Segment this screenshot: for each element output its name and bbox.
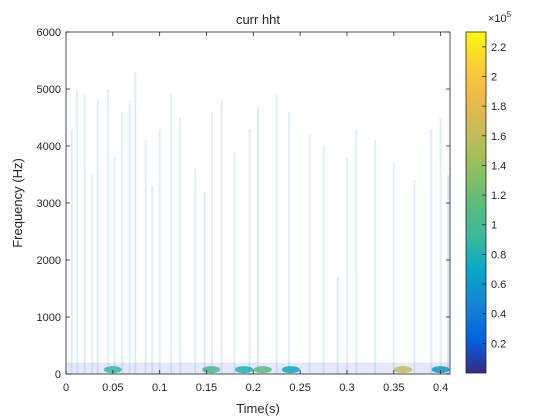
transient-line-26 bbox=[336, 277, 339, 374]
transient-line-18 bbox=[220, 100, 223, 374]
transient-line-4 bbox=[96, 100, 99, 374]
y-tick-label-6: 6000 bbox=[37, 27, 61, 39]
y-tick-label-2: 2000 bbox=[37, 255, 61, 267]
transient-line-6 bbox=[113, 157, 116, 374]
transient-line-7 bbox=[121, 111, 124, 374]
transient-line-27 bbox=[346, 157, 348, 374]
x-tick-label-6: 0.3 bbox=[339, 382, 354, 394]
x-tick-label-2: 0.1 bbox=[152, 382, 167, 394]
colorbar-tick-label-1: 0.4 bbox=[491, 309, 506, 321]
transient-line-1 bbox=[76, 89, 79, 374]
transient-line-9 bbox=[134, 71, 137, 374]
y-axis-ticks: 0 1000 2000 3000 4000 5000 6000 bbox=[37, 27, 450, 381]
transient-line-19 bbox=[233, 151, 236, 374]
transient-line-25 bbox=[322, 146, 325, 374]
colorbar-tick-label-3: 0.8 bbox=[491, 249, 506, 261]
transient-line-32 bbox=[430, 128, 433, 374]
colorbar-tick-label-5: 1.2 bbox=[491, 190, 506, 202]
y-tick-label-5: 5000 bbox=[37, 84, 61, 96]
strong-component-5 bbox=[394, 366, 413, 374]
transient-line-2 bbox=[83, 94, 86, 374]
transient-line-0 bbox=[70, 128, 73, 374]
transient-line-8 bbox=[128, 100, 131, 374]
colorbar-exponent: ×105 bbox=[488, 10, 512, 25]
strong-component-3 bbox=[253, 366, 272, 374]
transient-line-23 bbox=[287, 111, 290, 374]
plot-area bbox=[66, 32, 450, 374]
colorbar-tick-label-10: 2.2 bbox=[491, 42, 506, 54]
x-axis-ticks: 0 0.05 0.1 0.15 0.2 0.25 0.3 0.35 0.4 bbox=[63, 32, 448, 394]
x-tick-label-3: 0.15 bbox=[196, 382, 217, 394]
transient-line-29 bbox=[374, 140, 377, 374]
colorbar-ticks: 0.2 0.4 0.6 0.8 1 1.2 1.4 1.6 1.8 2 2.2 bbox=[482, 42, 506, 350]
heatmap-layer bbox=[66, 71, 450, 374]
transient-line-13 bbox=[169, 94, 172, 374]
transient-line-30 bbox=[392, 163, 395, 374]
colorbar-tick-label-9: 2 bbox=[491, 71, 497, 83]
transient-line-33 bbox=[439, 117, 442, 374]
transient-line-34 bbox=[447, 174, 450, 374]
transient-line-16 bbox=[203, 191, 206, 374]
strong-component-2 bbox=[235, 366, 253, 374]
transient-line-10 bbox=[144, 140, 147, 374]
x-axis-label: Time(s) bbox=[236, 401, 280, 416]
colorbar bbox=[465, 31, 487, 374]
y-tick-label-0: 0 bbox=[55, 369, 61, 381]
chart-title: curr hht bbox=[236, 12, 280, 27]
transient-line-3 bbox=[91, 174, 94, 374]
transient-line-28 bbox=[355, 128, 358, 374]
strong-component-0 bbox=[103, 366, 122, 374]
strong-component-1 bbox=[202, 366, 221, 374]
transient-line-11 bbox=[151, 185, 154, 374]
strong-component-4 bbox=[281, 366, 300, 374]
x-tick-label-8: 0.4 bbox=[433, 382, 448, 394]
y-axis-label: Frequency (Hz) bbox=[10, 158, 25, 248]
colorbar-tick-label-8: 1.8 bbox=[491, 101, 506, 113]
transient-line-31 bbox=[413, 180, 416, 374]
y-tick-label-1: 1000 bbox=[37, 312, 61, 324]
transient-line-20 bbox=[248, 128, 251, 374]
transient-line-21 bbox=[257, 106, 259, 374]
colorbar-tick-label-7: 1.6 bbox=[491, 131, 506, 143]
colorbar-tick-label-6: 1.4 bbox=[491, 160, 506, 172]
colorbar-tick-label-0: 0.2 bbox=[491, 338, 506, 350]
transient-line-5 bbox=[107, 89, 110, 374]
transient-line-22 bbox=[275, 94, 278, 374]
transient-line-12 bbox=[158, 128, 161, 374]
transient-line-15 bbox=[194, 168, 197, 374]
transient-line-14 bbox=[179, 117, 182, 374]
x-tick-label-1: 0.05 bbox=[102, 382, 123, 394]
strong-component-6 bbox=[431, 366, 450, 374]
x-tick-label-0: 0 bbox=[63, 382, 69, 394]
x-tick-label-7: 0.35 bbox=[383, 382, 404, 394]
transient-line-17 bbox=[211, 111, 214, 374]
x-tick-label-5: 0.25 bbox=[289, 382, 310, 394]
colorbar-tick-label-2: 0.6 bbox=[491, 279, 506, 291]
y-tick-label-4: 4000 bbox=[37, 141, 61, 153]
transient-line-24 bbox=[308, 134, 311, 374]
y-tick-label-3: 3000 bbox=[37, 198, 61, 210]
x-tick-label-4: 0.2 bbox=[246, 382, 261, 394]
colorbar-tick-label-4: 1 bbox=[491, 220, 497, 232]
